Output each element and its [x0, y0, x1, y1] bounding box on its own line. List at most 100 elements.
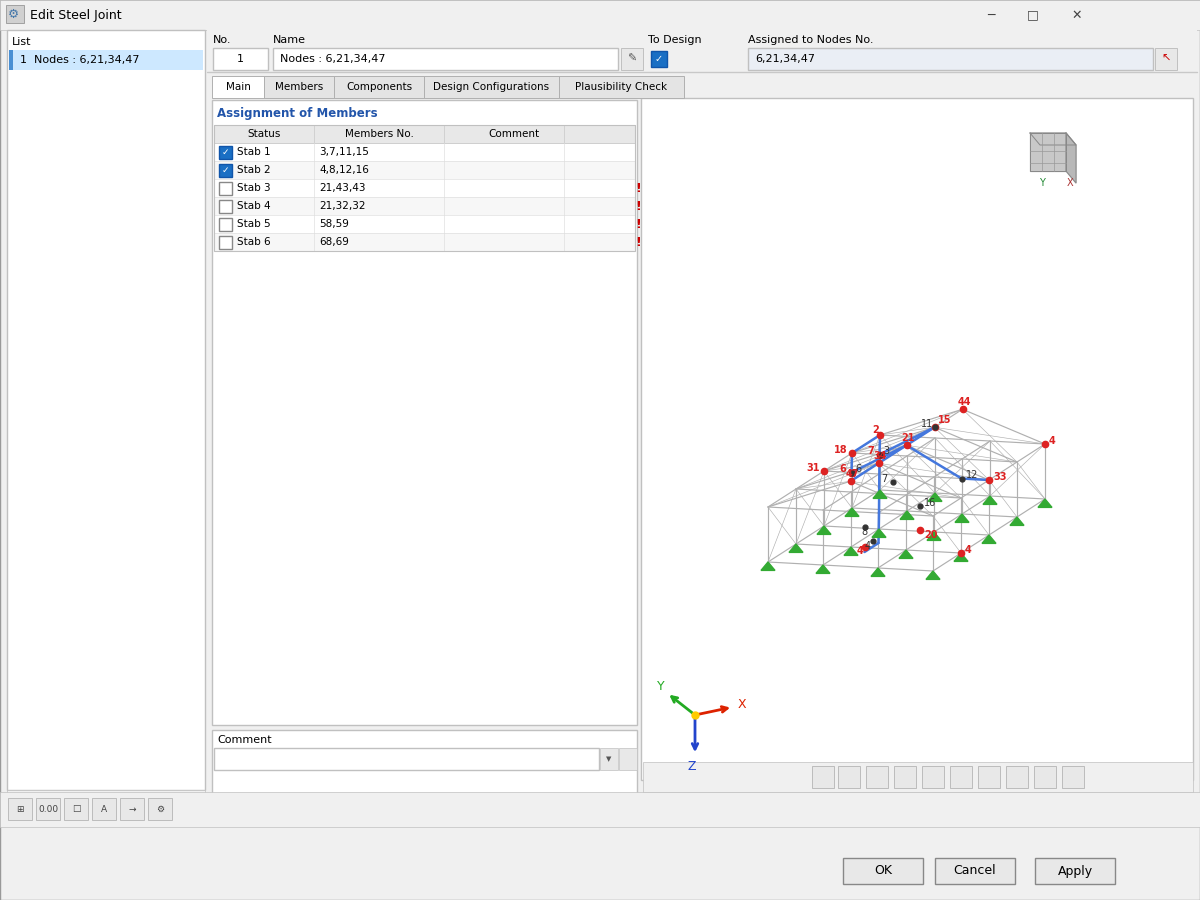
Polygon shape — [817, 526, 830, 535]
Text: 21,32,32: 21,32,32 — [319, 201, 366, 211]
Polygon shape — [761, 562, 775, 571]
Polygon shape — [871, 568, 886, 576]
Text: 4: 4 — [857, 546, 863, 556]
Bar — [44, 798, 66, 818]
Text: 1  Nodes : 6,21,34,47: 1 Nodes : 6,21,34,47 — [20, 55, 139, 65]
Bar — [36, 798, 60, 820]
Text: 2: 2 — [872, 425, 878, 435]
Text: Stab 3: Stab 3 — [238, 183, 271, 193]
Bar — [214, 48, 268, 70]
Text: No.: No. — [214, 35, 232, 45]
Polygon shape — [874, 490, 887, 499]
Text: 6: 6 — [840, 464, 846, 474]
Text: Components: Components — [346, 82, 412, 92]
Text: 21,43,43: 21,43,43 — [319, 183, 366, 193]
Text: 0.00: 0.00 — [38, 805, 58, 814]
Text: 4: 4 — [1049, 436, 1056, 446]
Text: ✎: ✎ — [628, 54, 637, 64]
Text: 58,59: 58,59 — [319, 219, 349, 229]
Text: 6,21,34,47: 6,21,34,47 — [755, 54, 815, 64]
Text: !: ! — [635, 218, 641, 230]
Text: □: □ — [1027, 8, 1039, 22]
Bar — [812, 766, 834, 788]
Polygon shape — [926, 571, 940, 580]
Text: ─: ─ — [988, 8, 995, 22]
Text: 18: 18 — [834, 445, 847, 455]
Bar — [1034, 766, 1056, 788]
Text: Comment: Comment — [217, 735, 271, 745]
Text: Members No.: Members No. — [344, 129, 414, 139]
Bar — [264, 76, 334, 98]
Polygon shape — [1038, 499, 1052, 508]
Text: 4: 4 — [965, 545, 972, 555]
Polygon shape — [1010, 517, 1024, 526]
Text: ✓: ✓ — [221, 148, 229, 157]
Text: Plausibility Check: Plausibility Check — [575, 82, 667, 92]
Bar — [0, 792, 1200, 827]
Bar — [214, 125, 635, 143]
Bar — [220, 182, 232, 195]
Bar — [120, 798, 144, 820]
Bar — [838, 766, 860, 788]
Polygon shape — [954, 553, 968, 562]
Text: ✓: ✓ — [80, 803, 89, 813]
Bar — [14, 798, 36, 818]
Text: 3: 3 — [883, 446, 889, 456]
Text: Y: Y — [658, 680, 665, 694]
Text: ⚙: ⚙ — [156, 805, 164, 814]
Text: 44: 44 — [958, 397, 971, 407]
Bar — [220, 236, 232, 249]
Polygon shape — [955, 514, 970, 522]
Text: ✓: ✓ — [110, 803, 119, 813]
Bar — [894, 766, 916, 788]
Bar — [935, 858, 1015, 884]
Text: ✓: ✓ — [655, 54, 664, 64]
Polygon shape — [845, 508, 859, 517]
Bar — [8, 798, 32, 820]
Bar — [6, 5, 24, 23]
Text: !: ! — [635, 236, 641, 248]
Bar — [866, 766, 888, 788]
Bar — [334, 76, 424, 98]
Polygon shape — [928, 532, 941, 540]
Text: Nodes : 6,21,34,47: Nodes : 6,21,34,47 — [280, 54, 385, 64]
Text: Stab 5: Stab 5 — [238, 219, 271, 229]
Text: Design Configurations: Design Configurations — [433, 82, 550, 92]
Text: Stab 2: Stab 2 — [238, 165, 271, 175]
Bar — [1154, 48, 1177, 70]
Bar — [922, 766, 944, 788]
Bar — [424, 76, 559, 98]
Text: ✕: ✕ — [1072, 8, 1082, 22]
Bar — [148, 798, 172, 820]
Text: 47: 47 — [846, 469, 859, 479]
Text: Stab 4: Stab 4 — [238, 201, 271, 211]
Bar — [214, 125, 635, 251]
Text: List: List — [12, 37, 31, 47]
Text: 68,69: 68,69 — [319, 237, 349, 247]
Bar — [220, 146, 232, 159]
Bar — [64, 798, 88, 820]
Text: 16: 16 — [924, 498, 936, 508]
Bar — [10, 50, 13, 70]
Text: X: X — [738, 698, 746, 712]
Text: ✕: ✕ — [161, 803, 169, 813]
Text: ⊞: ⊞ — [20, 803, 29, 813]
Bar — [212, 76, 264, 98]
Text: Z: Z — [686, 760, 696, 773]
Text: 1: 1 — [236, 54, 244, 64]
Text: Assigned to Nodes No.: Assigned to Nodes No. — [748, 35, 874, 45]
Bar — [748, 48, 1153, 70]
Bar — [214, 748, 599, 770]
Text: A: A — [101, 805, 107, 814]
Bar — [7, 30, 205, 790]
Text: ⊞: ⊞ — [17, 805, 24, 814]
Polygon shape — [844, 547, 858, 555]
Bar — [214, 233, 635, 251]
Bar — [10, 50, 203, 70]
Bar — [622, 48, 643, 70]
Text: 7: 7 — [868, 446, 875, 456]
Bar — [600, 748, 618, 770]
Text: !: ! — [635, 182, 641, 194]
Text: ⚙: ⚙ — [8, 7, 19, 21]
Bar — [643, 762, 1193, 792]
